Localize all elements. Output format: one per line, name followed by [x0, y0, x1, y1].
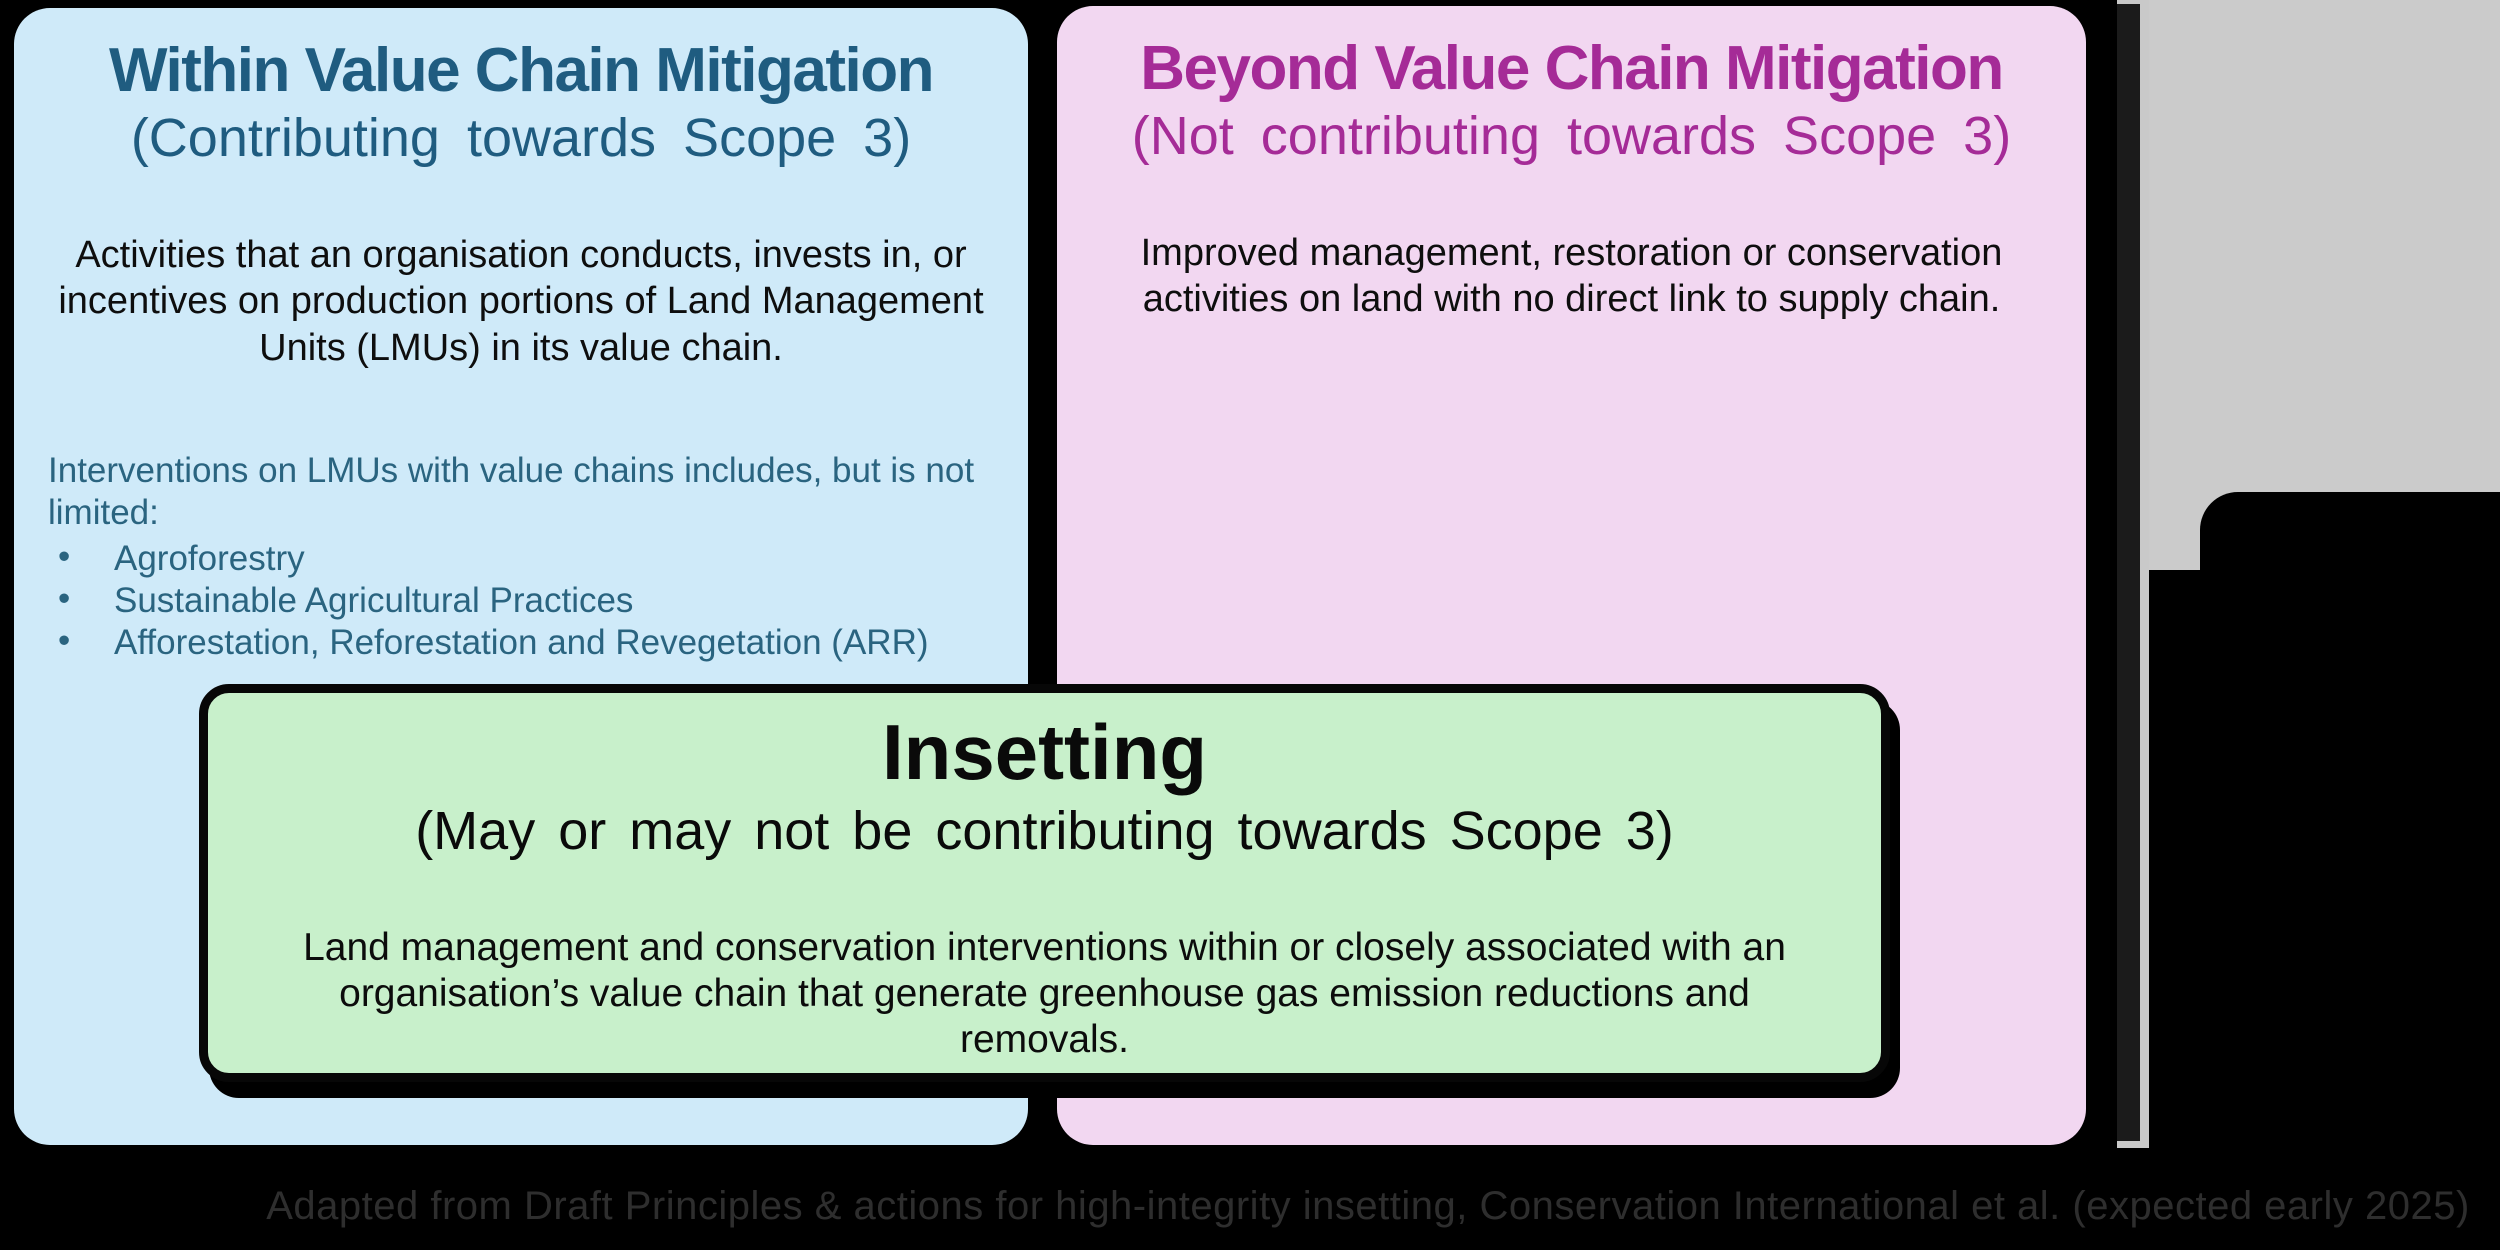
beyond-header: Beyond Value Chain Mitigation (Not contr… — [1057, 32, 2086, 167]
side-window-gray-panel — [2149, 0, 2500, 570]
bullet-label: Sustainable Agricultural Practices — [114, 581, 634, 620]
list-item: • Afforestation, Reforestation and Reveg… — [48, 621, 1004, 664]
insetting-subtitle: (May or may not be contributing towards … — [415, 801, 1674, 862]
within-header: Within Value Chain Mitigation (Contribut… — [14, 34, 1028, 169]
within-body: Activities that an organisation conducts… — [58, 234, 984, 369]
bullet-label: Afforestation, Reforestation and Reveget… — [114, 623, 929, 662]
insetting-box: Insetting (May or may not be contributin… — [199, 684, 1890, 1082]
bullet-dot-icon: • — [58, 621, 71, 660]
side-window-edge-stripe — [2117, 0, 2149, 1148]
within-intervention-list: Interventions on LMUs with value chains … — [48, 450, 1004, 664]
list-item: • Sustainable Agricultural Practices — [48, 579, 1004, 622]
within-bullet-list: • Agroforestry • Sustainable Agricultura… — [48, 537, 1004, 664]
bullet-dot-icon: • — [58, 579, 71, 618]
bullet-label: Agroforestry — [114, 539, 305, 578]
beyond-body: Improved management, restoration or cons… — [1140, 232, 2003, 321]
insetting-header: Insetting (May or may not be contributin… — [208, 708, 1881, 867]
within-title: Within Value Chain Mitigation — [109, 36, 934, 105]
within-subtitle: (Contributing towards Scope 3) — [130, 108, 912, 169]
insetting-title: Insetting — [882, 708, 1207, 796]
list-item: • Agroforestry — [48, 537, 1004, 580]
side-black-rounded-shape — [2200, 492, 2500, 622]
insetting-body: Land management and conservation interve… — [303, 926, 1786, 1062]
within-value-chain-box: Within Value Chain Mitigation (Contribut… — [14, 8, 1028, 1145]
source-caption: Adapted from Draft Principles & actions … — [266, 1184, 2470, 1228]
bullet-dot-icon: • — [58, 537, 71, 576]
beyond-subtitle: (Not contributing towards Scope 3) — [1131, 106, 2012, 167]
beyond-title: Beyond Value Chain Mitigation — [1140, 34, 2004, 103]
within-list-intro: Interventions on LMUs with value chains … — [48, 451, 975, 532]
